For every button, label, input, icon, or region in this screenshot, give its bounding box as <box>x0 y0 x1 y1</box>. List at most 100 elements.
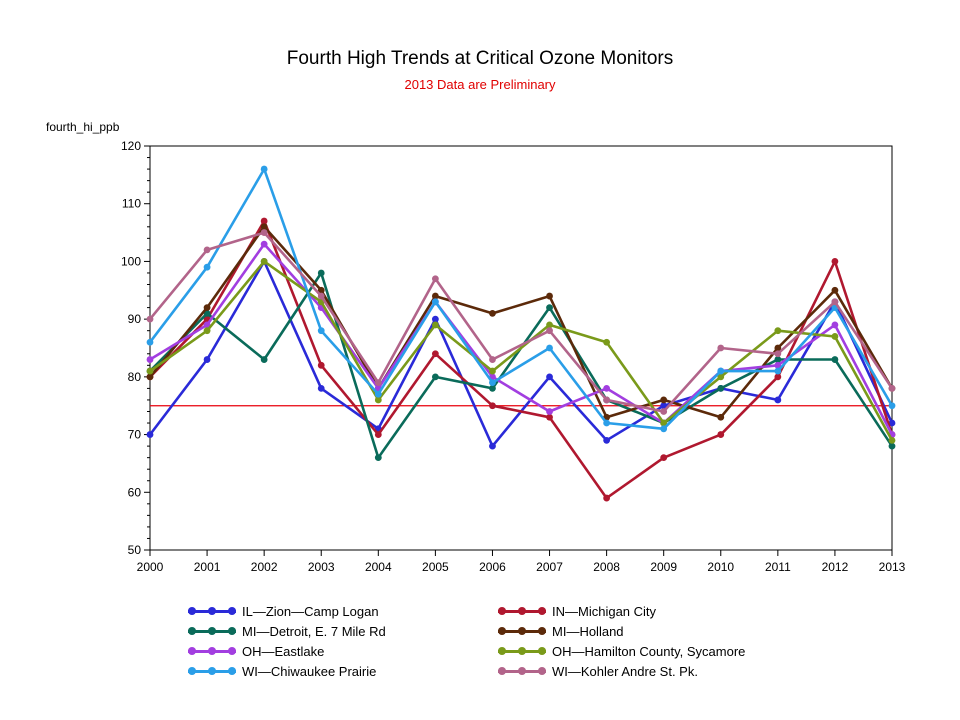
x-tick-label: 2011 <box>765 560 791 574</box>
series-line <box>148 225 894 419</box>
data-point <box>146 338 154 346</box>
legend-label: WI—Kohler Andre St. Pk. <box>552 663 698 679</box>
data-point <box>546 408 553 415</box>
x-tick-label: 2004 <box>365 560 392 574</box>
legend-label: IN—Michigan City <box>552 603 657 619</box>
y-tick-label: 120 <box>121 139 141 153</box>
x-tick-label: 2002 <box>251 560 278 574</box>
data-point <box>489 356 496 363</box>
y-tick-label: 80 <box>128 370 142 384</box>
data-point <box>774 327 782 335</box>
legend-item: WI—Chiwaukee Prairie <box>188 662 498 680</box>
data-point <box>888 419 896 427</box>
data-point <box>774 361 782 369</box>
y-tick-label: 90 <box>128 312 142 326</box>
x-tick-label: 2007 <box>536 560 563 574</box>
series-line <box>149 260 894 441</box>
data-point <box>717 413 725 421</box>
x-tick-label: 2000 <box>137 560 164 574</box>
y-tick-label: 70 <box>128 428 142 442</box>
series-line <box>148 231 894 413</box>
data-point <box>431 315 439 323</box>
data-point <box>717 385 725 392</box>
data-point <box>717 373 725 381</box>
x-tick-label: 2012 <box>822 560 849 574</box>
data-point <box>888 402 896 410</box>
chart-title: Fourth High Trends at Critical Ozone Mon… <box>286 48 674 69</box>
data-point <box>260 356 268 363</box>
data-point <box>546 327 553 335</box>
data-point <box>260 223 268 231</box>
legend-item: IL—Zion—Camp Logan <box>188 602 498 620</box>
data-point <box>431 373 439 381</box>
data-point <box>603 436 611 444</box>
data-point <box>717 431 725 438</box>
data-point <box>660 425 668 433</box>
series-8 <box>146 229 896 415</box>
legend-swatch <box>498 606 546 616</box>
y-tick-label: 110 <box>122 197 141 211</box>
line-chart: 50 60 70 80 90 100 110 120 2000 2001 2002 2003 2004 2… <box>121 139 906 574</box>
legend-item: OH—Eastlake <box>188 642 498 660</box>
data-point <box>546 344 553 352</box>
data-point <box>203 246 211 254</box>
data-point <box>603 385 611 392</box>
legend-label: MI—Holland <box>552 623 624 639</box>
data-point <box>888 385 896 392</box>
data-point <box>203 321 211 329</box>
data-point <box>831 321 839 329</box>
data-point <box>603 494 611 502</box>
legend-swatch <box>188 606 236 616</box>
data-point <box>603 419 611 427</box>
data-point <box>546 321 553 329</box>
series-line <box>148 167 894 431</box>
data-point <box>203 263 211 271</box>
data-point <box>831 258 839 265</box>
data-point <box>260 229 268 236</box>
data-point <box>660 408 668 415</box>
data-point <box>774 373 782 381</box>
legend-label: IL—Zion—Camp Logan <box>242 603 379 619</box>
legend-label: OH—Hamilton County, Sycamore <box>552 643 746 659</box>
data-point <box>374 390 382 398</box>
data-point <box>888 442 896 450</box>
data-point <box>317 385 325 392</box>
legend-swatch <box>188 646 236 656</box>
data-point <box>831 333 839 340</box>
legend-label: WI—Chiwaukee Prairie <box>242 663 377 679</box>
data-point <box>317 327 325 335</box>
x-tick-label: 2013 <box>879 560 906 574</box>
series-line <box>149 242 894 436</box>
data-point <box>603 396 611 404</box>
data-point <box>260 240 268 248</box>
x-tick-label: 2001 <box>194 560 221 574</box>
legend-swatch <box>188 666 236 676</box>
data-point <box>374 431 382 438</box>
plot-frame <box>149 145 893 551</box>
legend-swatch <box>188 626 236 636</box>
legend-swatch <box>498 646 546 656</box>
data-point <box>888 436 896 444</box>
y-tick-label: 50 <box>128 543 142 557</box>
data-point <box>660 419 668 427</box>
series-layer <box>146 165 896 502</box>
legend-label: OH—Eastlake <box>242 643 325 659</box>
x-tick-label: 2010 <box>707 560 734 574</box>
data-point <box>431 350 439 358</box>
data-point <box>489 442 496 450</box>
legend-item: MI—Detroit, E. 7 Mile Rd <box>188 622 498 640</box>
data-point <box>774 350 782 358</box>
data-point <box>774 367 782 375</box>
data-point <box>260 258 268 265</box>
data-point <box>431 275 439 283</box>
x-tick-label: 2008 <box>593 560 620 574</box>
legend: IL—Zion—Camp Logan IN—Michigan City MI—Det… <box>188 602 808 680</box>
data-point <box>317 269 325 277</box>
x-tick-label: 2005 <box>422 560 449 574</box>
data-point <box>831 298 839 306</box>
data-point <box>431 321 439 329</box>
data-point <box>260 217 268 225</box>
data-point <box>546 292 553 300</box>
data-point <box>660 402 668 410</box>
data-point <box>717 367 725 375</box>
